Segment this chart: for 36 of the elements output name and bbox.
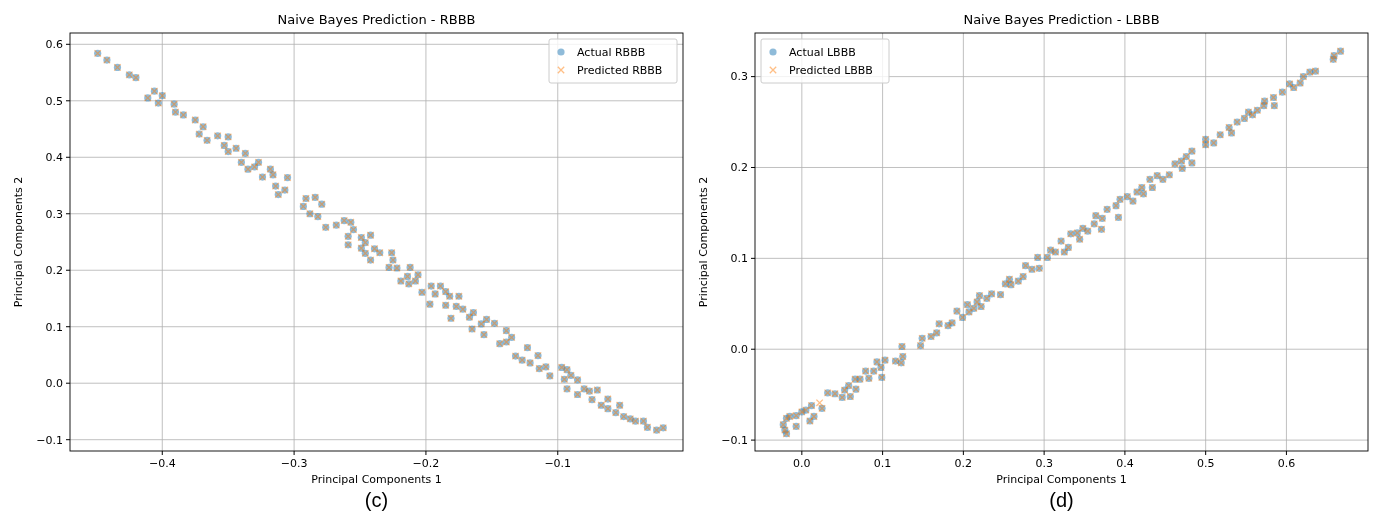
- x-tick-label: 0.4: [1116, 457, 1134, 470]
- y-tick-label: 0.2: [730, 161, 748, 175]
- y-tick-label: 0.4: [45, 151, 63, 165]
- legend-label: Actual RBBB: [577, 45, 646, 59]
- y-axis-title: Principal Components 2: [12, 176, 25, 308]
- text: (c): [364, 489, 389, 511]
- x-tick-label: 0.2: [954, 457, 973, 470]
- x-axis-title: Principal Components 1: [996, 473, 1127, 486]
- y-tick-label: 0.5: [45, 94, 63, 108]
- x-tick-label: −0.2: [412, 457, 440, 470]
- chart-title: Naive Bayes Prediction - LBBB: [963, 12, 1160, 27]
- x-tick-label: 0.5: [1196, 457, 1215, 470]
- y-tick-label: 0.3: [45, 207, 63, 221]
- y-tick-label: −0.1: [721, 433, 748, 447]
- x-tick-label: −0.4: [148, 457, 176, 470]
- y-tick-label: 0.2: [45, 264, 63, 278]
- x-tick-label: 0.3: [1035, 457, 1053, 470]
- y-tick-label: 0.1: [45, 320, 63, 334]
- x-tick-label: 0.0: [793, 457, 811, 470]
- legend-label: Actual LBBB: [789, 45, 856, 59]
- x-tick-label: −0.3: [280, 457, 308, 470]
- chart-title: Naive Bayes Prediction - RBBB: [277, 12, 476, 27]
- y-tick-label: 0.6: [45, 38, 63, 52]
- y-tick-label: 0.0: [730, 343, 748, 357]
- legend-label: Predicted RBBB: [577, 63, 663, 77]
- x-tick-label: 0.6: [1277, 457, 1296, 470]
- x-tick-label: 0.1: [873, 457, 892, 470]
- y-tick-label: 0.3: [730, 70, 748, 84]
- x-tick-label: −0.1: [544, 457, 572, 470]
- y-tick-label: 0.1: [730, 252, 748, 266]
- legend-label: Predicted LBBB: [789, 63, 873, 77]
- text: (d): [1049, 489, 1074, 511]
- y-tick-label: −0.1: [36, 433, 63, 447]
- y-tick-label: 0.0: [45, 377, 63, 391]
- y-axis-title: Principal Components 2: [697, 176, 710, 308]
- x-axis-title: Principal Components 1: [311, 473, 442, 486]
